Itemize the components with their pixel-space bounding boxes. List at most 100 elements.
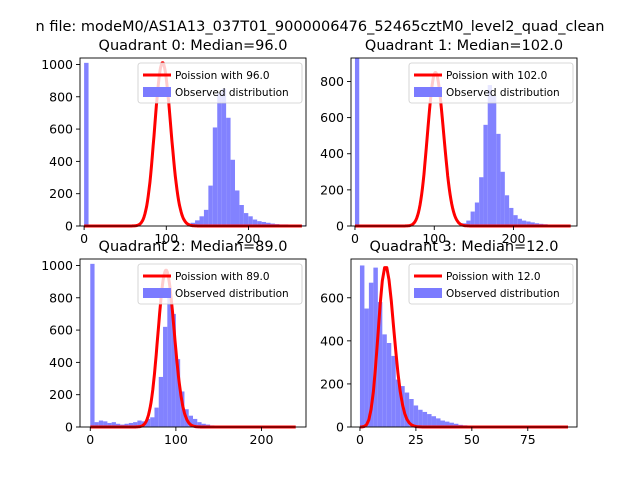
histogram-bar xyxy=(221,88,227,226)
histogram-bar xyxy=(203,209,209,226)
y-tick-label: 600 xyxy=(320,110,344,125)
histogram-bar xyxy=(234,190,240,226)
histogram-bar xyxy=(145,418,151,427)
histogram-bar xyxy=(496,133,501,226)
histogram-bars xyxy=(84,62,306,227)
x-tick-label: 200 xyxy=(502,231,526,246)
histogram-bar xyxy=(188,415,193,427)
legend-box xyxy=(137,62,303,104)
histogram-bar xyxy=(226,117,231,226)
histogram-bar xyxy=(409,399,414,427)
histogram-bar xyxy=(163,326,168,427)
axes-frame xyxy=(79,258,307,428)
histogram-bar xyxy=(266,222,271,226)
histogram-bar xyxy=(444,421,450,427)
histogram-bar xyxy=(128,422,134,427)
y-tick-label: 400 xyxy=(49,154,73,169)
histogram-bar xyxy=(94,422,99,427)
x-tick-label: 75 xyxy=(520,432,536,447)
subplot-grid: Quadrant 0: Median=96.0 0 100 200 0 200 400 600… xyxy=(41,38,578,447)
y-tick-label: 0 xyxy=(336,420,344,435)
histogram-bar xyxy=(436,418,441,427)
histogram-bar xyxy=(201,423,206,427)
histogram-bar xyxy=(111,422,116,427)
y-tick-label: 200 xyxy=(320,376,344,391)
histogram-bar xyxy=(377,302,383,427)
legend: Poission with 89.0 Observed distribution xyxy=(137,263,303,305)
histogram-bar xyxy=(386,343,392,427)
histogram-bar xyxy=(413,405,419,427)
axes-frame xyxy=(79,57,307,227)
y-tick-label: 1000 xyxy=(41,258,73,273)
histogram-bar xyxy=(261,221,267,226)
histogram-bar xyxy=(195,220,200,226)
x-tick-label: 100 xyxy=(154,231,178,246)
histogram-bar xyxy=(197,422,202,427)
histogram-bar xyxy=(509,207,514,226)
legend-label-poisson: Poission with 102.0 xyxy=(446,70,547,82)
legend-label-observed: Observed distribution xyxy=(175,288,289,300)
histogram-bar xyxy=(440,420,445,427)
histogram-bar xyxy=(418,409,423,427)
histogram-bar xyxy=(470,211,475,226)
y-tick-label: 1000 xyxy=(41,57,73,72)
histogram-bar xyxy=(491,95,497,226)
histogram-bar xyxy=(115,423,121,427)
y-tick-label: 800 xyxy=(49,89,73,104)
histogram-bar xyxy=(133,422,138,427)
legend-label-poisson: Poission with 96.0 xyxy=(175,70,270,82)
legend: Poission with 102.0 Observed distribution xyxy=(408,62,574,104)
legend-patch-swatch xyxy=(143,87,171,97)
histogram-bar xyxy=(84,62,89,226)
legend-patch-swatch xyxy=(143,288,171,298)
histogram-bar xyxy=(230,159,235,226)
histogram-bar xyxy=(474,202,480,226)
histogram-bar xyxy=(150,417,155,427)
histogram-bar xyxy=(368,282,374,427)
histogram-bar xyxy=(239,205,244,226)
legend-label-poisson: Poission with 89.0 xyxy=(175,271,270,283)
legend-box xyxy=(408,62,574,104)
histogram-bar xyxy=(364,308,369,427)
x-tick-label: 0 xyxy=(351,231,359,246)
histogram-bar xyxy=(243,213,249,226)
y-tick-label: 400 xyxy=(320,146,344,161)
y-tick-label: 0 xyxy=(65,219,73,234)
histogram-bar xyxy=(530,222,535,226)
histogram-bar xyxy=(359,265,365,427)
axes-frame xyxy=(350,258,578,428)
histogram-bar xyxy=(175,359,181,427)
y-tick-label: 200 xyxy=(320,182,344,197)
histogram-bar xyxy=(193,418,198,427)
x-tick-label: 100 xyxy=(422,231,446,246)
y-tick-label: 600 xyxy=(320,290,344,305)
panel-3: Quadrant 3: Median=12.0 0 25 50 75 0 200 400 600… xyxy=(320,239,578,447)
y-tick-label: 200 xyxy=(49,387,73,402)
x-tick-label: 0 xyxy=(356,432,364,447)
x-tick-label: 200 xyxy=(237,231,261,246)
histogram-bar xyxy=(517,218,522,226)
x-tick-label: 0 xyxy=(80,231,88,246)
histogram-bar xyxy=(521,220,527,226)
histogram-bar xyxy=(526,221,531,226)
histogram-bar xyxy=(103,421,108,427)
histogram-bar xyxy=(395,379,401,427)
histogram-bar xyxy=(382,334,387,427)
histogram-bar xyxy=(500,171,505,226)
histogram-bar xyxy=(124,423,129,427)
histogram-bar xyxy=(431,416,437,427)
y-tick-label: 600 xyxy=(49,122,73,137)
axes-frame xyxy=(350,57,578,227)
legend-patch-swatch xyxy=(414,87,442,97)
histogram-bar xyxy=(483,124,488,226)
histogram-bar xyxy=(487,85,492,226)
y-tick-label: 400 xyxy=(320,333,344,348)
histogram-bar xyxy=(504,195,510,226)
histogram-bar xyxy=(453,423,459,427)
histogram-bar xyxy=(217,93,222,227)
histogram-bar xyxy=(391,355,396,427)
histogram-bar xyxy=(167,288,172,427)
legend-box xyxy=(137,263,303,305)
histogram-bar xyxy=(107,422,112,427)
legend-label-observed: Observed distribution xyxy=(446,87,560,99)
